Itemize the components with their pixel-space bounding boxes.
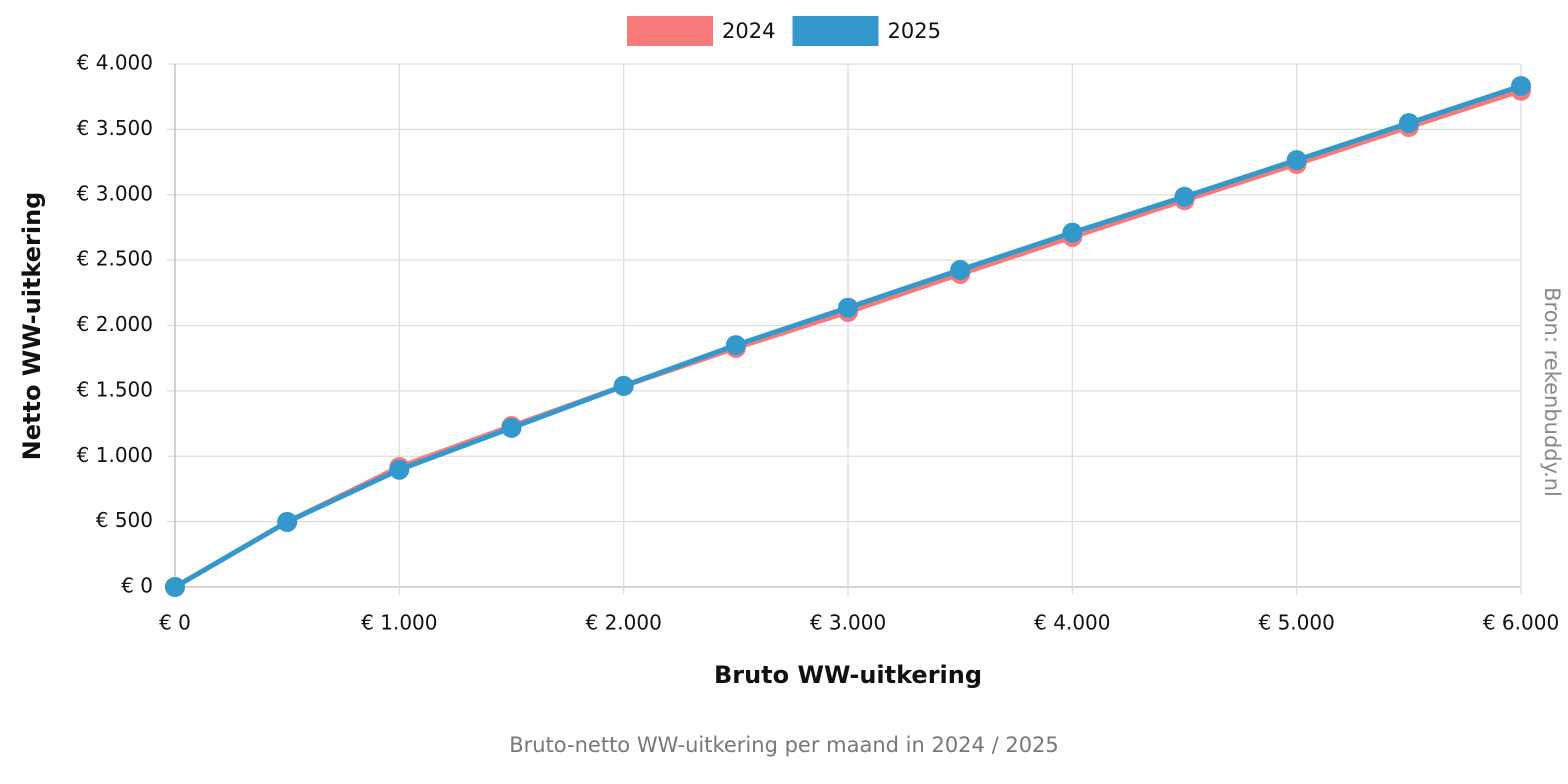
source: Bron: rekenbuddy.nl [1540, 287, 1564, 497]
legend-label: 2024 [722, 19, 775, 43]
data-point [165, 577, 185, 597]
legend-swatch [627, 16, 714, 46]
x-tick-label: € 2.000 [585, 611, 661, 635]
y-tick-label: € 0 [121, 574, 153, 598]
data-point [389, 459, 410, 480]
data-point [1511, 75, 1531, 96]
x-tick-label: € 1.000 [361, 611, 437, 635]
data-point [501, 417, 522, 438]
grid [167, 63, 1522, 595]
y-tick-label: € 4.000 [77, 51, 153, 75]
y-tick-label: € 2.000 [77, 312, 153, 336]
y-tick-label: € 3.000 [77, 181, 153, 205]
data-point [1174, 186, 1195, 207]
y-tick-label: € 2.500 [77, 247, 153, 271]
data-point [725, 335, 746, 356]
x-axis-title: Bruto WW-uitkering [714, 661, 982, 689]
x-tick-label: € 5.000 [1258, 611, 1334, 635]
data-point [950, 259, 971, 280]
caption: Bruto-netto WW-uitkering per maand in 20… [509, 733, 1059, 757]
legend-swatch [792, 16, 879, 46]
data-point [1286, 150, 1307, 171]
data-point [613, 375, 634, 396]
data-point [277, 511, 298, 532]
data-point [1062, 222, 1083, 243]
y-tick-label: € 1.000 [77, 443, 153, 467]
y-axis-title: Netto WW-uitkering [18, 192, 46, 461]
data-point [838, 297, 858, 318]
x-tick-label: € 4.000 [1034, 611, 1110, 635]
data-point [1398, 113, 1419, 134]
y-tick-label: € 3.500 [77, 116, 153, 140]
x-tick-label: € 3.000 [810, 611, 886, 635]
x-tick-label: € 6.000 [1483, 611, 1559, 635]
y-tick-label: € 1.500 [77, 377, 153, 401]
x-tick-label: € 0 [159, 611, 191, 635]
y-tick-label: € 500 [96, 508, 153, 532]
legend-label: 2025 [888, 19, 941, 43]
